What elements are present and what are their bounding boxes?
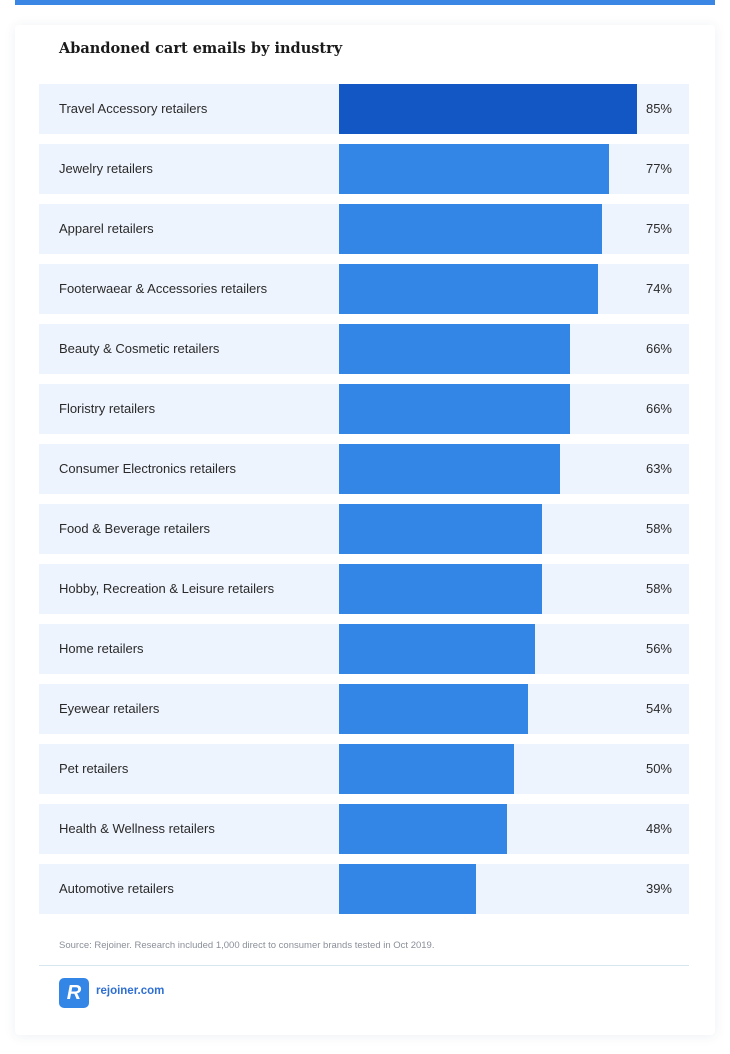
bar	[339, 624, 535, 674]
bar	[339, 384, 570, 434]
bar-row: Beauty & Cosmetic retailers 66%	[39, 324, 689, 374]
bar-row: Footerwaear & Accessories retailers 74%	[39, 264, 689, 314]
bar-row: Travel Accessory retailers 85%	[39, 84, 689, 134]
value-label: 48%	[645, 821, 672, 836]
category-label: Beauty & Cosmetic retailers	[59, 341, 220, 356]
value-label: 63%	[645, 461, 672, 476]
category-label: Hobby, Recreation & Leisure retailers	[59, 581, 275, 596]
value-label: 75%	[645, 221, 672, 236]
category-label: Pet retailers	[59, 761, 129, 776]
brand-link[interactable]: rejoiner.com	[96, 985, 165, 997]
bar-row: Health & Wellness retailers 48%	[39, 804, 689, 854]
bar-row: Jewelry retailers 77%	[39, 144, 689, 194]
bar-row: Floristry retailers 66%	[39, 384, 689, 434]
bar	[339, 324, 570, 374]
category-label: Jewelry retailers	[59, 161, 153, 176]
bar-row: Pet retailers 50%	[39, 744, 689, 794]
category-label: Automotive retailers	[59, 881, 174, 896]
bar-row: Apparel retailers 75%	[39, 204, 689, 254]
bar	[339, 804, 507, 854]
bar-row: Hobby, Recreation & Leisure retailers 58%	[39, 564, 689, 614]
rejoiner-logo-icon: R	[59, 978, 89, 1008]
footer-divider	[39, 965, 689, 966]
value-label: 66%	[645, 401, 672, 416]
bar	[339, 444, 560, 494]
category-label: Health & Wellness retailers	[59, 821, 215, 836]
category-label: Home retailers	[59, 641, 144, 656]
value-label: 58%	[645, 581, 672, 596]
category-label: Footerwaear & Accessories retailers	[59, 281, 268, 296]
value-label: 66%	[645, 341, 672, 356]
bar	[339, 264, 598, 314]
value-label: 85%	[645, 101, 672, 116]
bar-row: Home retailers 56%	[39, 624, 689, 674]
value-label: 74%	[645, 281, 672, 296]
bar	[339, 504, 542, 554]
bar	[339, 564, 542, 614]
value-label: 56%	[645, 641, 672, 656]
value-label: 54%	[645, 701, 672, 716]
value-label: 58%	[645, 521, 672, 536]
category-label: Apparel retailers	[59, 221, 154, 236]
category-label: Floristry retailers	[59, 401, 156, 416]
value-label: 77%	[645, 161, 672, 176]
bar	[339, 84, 637, 134]
value-label: 50%	[645, 761, 672, 776]
bar	[339, 684, 528, 734]
top-accent-bar	[15, 0, 715, 5]
category-label: Food & Beverage retailers	[59, 521, 211, 536]
bar	[339, 744, 514, 794]
bar-row: Food & Beverage retailers 58%	[39, 504, 689, 554]
source-note: Source: Rejoiner. Research included 1,00…	[59, 940, 435, 951]
category-label: Travel Accessory retailers	[59, 101, 208, 116]
bar-row: Automotive retailers 39%	[39, 864, 689, 914]
bar	[339, 144, 609, 194]
bar	[339, 864, 476, 914]
bar-row: Consumer Electronics retailers 63%	[39, 444, 689, 494]
value-label: 39%	[645, 881, 672, 896]
category-label: Eyewear retailers	[59, 701, 160, 716]
bar	[339, 204, 602, 254]
bar-row: Eyewear retailers 54%	[39, 684, 689, 734]
category-label: Consumer Electronics retailers	[59, 461, 237, 476]
chart-title: Abandoned cart emails by industry	[59, 40, 343, 57]
